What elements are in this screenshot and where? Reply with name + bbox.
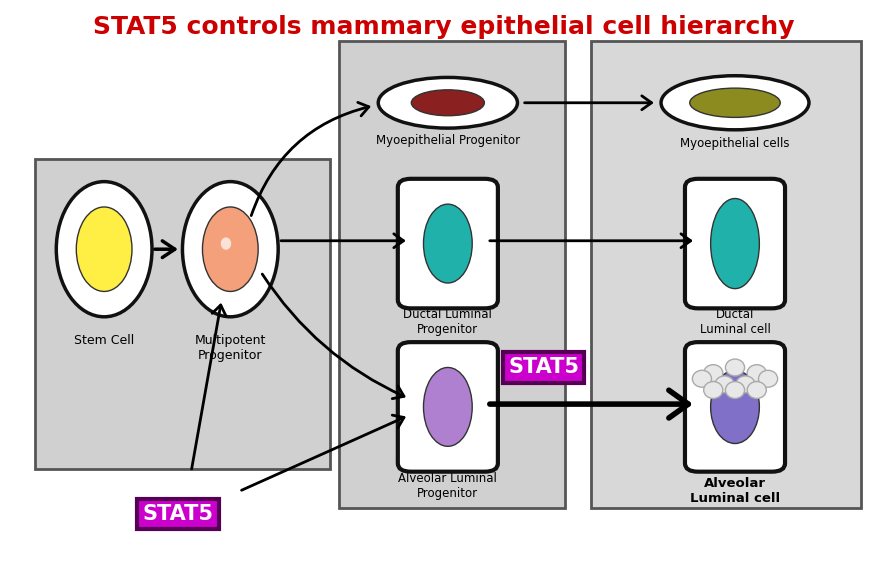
FancyBboxPatch shape <box>684 342 784 471</box>
Ellipse shape <box>692 370 711 387</box>
FancyArrowPatch shape <box>241 415 403 490</box>
FancyArrowPatch shape <box>191 305 226 469</box>
Ellipse shape <box>735 376 754 393</box>
Text: Ductal Luminal
Progenitor: Ductal Luminal Progenitor <box>403 308 492 336</box>
Ellipse shape <box>710 199 758 289</box>
Ellipse shape <box>703 381 722 398</box>
FancyBboxPatch shape <box>338 41 564 508</box>
Text: STAT5: STAT5 <box>508 358 579 378</box>
Text: Alveolar Luminal
Progenitor: Alveolar Luminal Progenitor <box>398 471 497 500</box>
Ellipse shape <box>714 376 734 393</box>
FancyArrowPatch shape <box>489 390 688 418</box>
Ellipse shape <box>423 204 471 283</box>
Ellipse shape <box>76 207 132 291</box>
Ellipse shape <box>183 182 278 317</box>
FancyArrowPatch shape <box>154 241 175 258</box>
Ellipse shape <box>202 207 258 291</box>
FancyArrowPatch shape <box>262 274 403 398</box>
Ellipse shape <box>746 381 766 398</box>
Ellipse shape <box>703 365 722 381</box>
Ellipse shape <box>725 359 743 376</box>
Ellipse shape <box>689 88 780 117</box>
Ellipse shape <box>377 78 517 128</box>
FancyBboxPatch shape <box>397 179 497 308</box>
Ellipse shape <box>746 365 766 381</box>
Ellipse shape <box>758 370 777 387</box>
Ellipse shape <box>56 182 152 317</box>
FancyArrowPatch shape <box>489 234 690 248</box>
FancyBboxPatch shape <box>35 159 330 469</box>
FancyBboxPatch shape <box>397 342 497 471</box>
Text: Myoepithelial Progenitor: Myoepithelial Progenitor <box>376 134 519 147</box>
Text: STAT5 controls mammary epithelial cell hierarchy: STAT5 controls mammary epithelial cell h… <box>93 15 793 40</box>
Ellipse shape <box>710 370 758 444</box>
Ellipse shape <box>423 367 471 447</box>
Text: Multipotent
Progenitor: Multipotent Progenitor <box>194 334 266 362</box>
Text: STAT5: STAT5 <box>143 504 214 524</box>
FancyArrowPatch shape <box>251 102 369 216</box>
Text: Ductal
Luminal cell: Ductal Luminal cell <box>699 308 770 336</box>
Ellipse shape <box>660 76 808 130</box>
FancyArrowPatch shape <box>524 96 651 110</box>
Ellipse shape <box>221 237 231 250</box>
Text: Stem Cell: Stem Cell <box>74 334 134 347</box>
Text: Myoepithelial cells: Myoepithelial cells <box>680 136 789 149</box>
FancyBboxPatch shape <box>591 41 860 508</box>
Ellipse shape <box>411 90 484 115</box>
Ellipse shape <box>725 381 743 398</box>
Text: Alveolar
Luminal cell: Alveolar Luminal cell <box>689 477 779 505</box>
FancyArrowPatch shape <box>281 234 403 248</box>
FancyBboxPatch shape <box>684 179 784 308</box>
